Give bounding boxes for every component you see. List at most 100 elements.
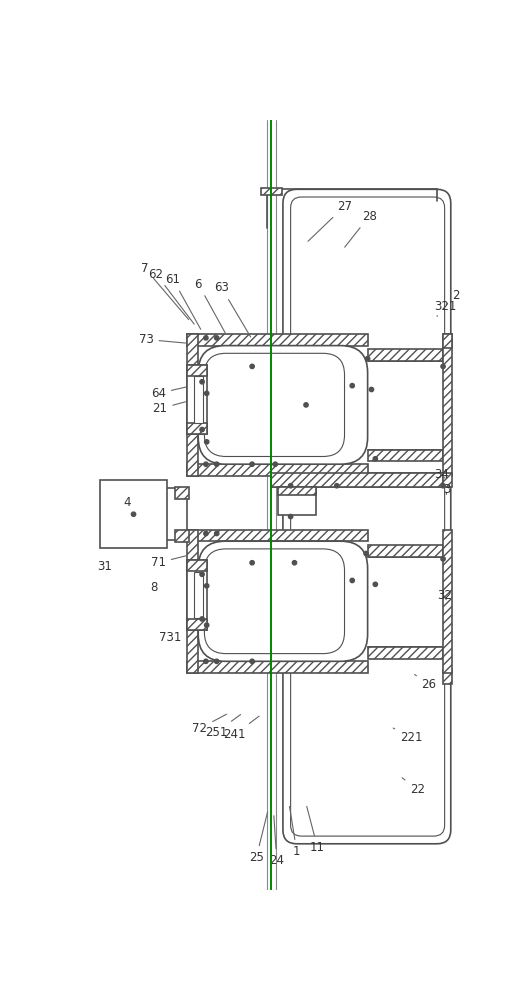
Circle shape (204, 462, 208, 466)
Bar (367, 647, 443, 659)
Bar (187, 334, 198, 476)
Circle shape (441, 364, 445, 369)
Circle shape (200, 427, 204, 432)
Circle shape (131, 512, 136, 516)
Bar (187, 619, 206, 630)
Circle shape (373, 457, 378, 461)
Text: 24: 24 (269, 816, 284, 867)
Bar (187, 365, 206, 376)
Circle shape (214, 659, 219, 663)
Text: 6: 6 (195, 278, 225, 333)
Bar (187, 661, 367, 673)
Circle shape (214, 462, 219, 466)
Circle shape (204, 391, 209, 396)
Text: 321: 321 (434, 300, 456, 316)
Circle shape (304, 403, 308, 407)
Text: 731: 731 (159, 629, 190, 644)
Circle shape (441, 557, 445, 561)
Text: 221: 221 (393, 728, 422, 744)
Bar (278, 487, 316, 515)
Bar (261, 188, 282, 195)
Bar (187, 365, 206, 434)
Bar (443, 334, 452, 476)
Bar (175, 487, 189, 499)
Bar (271, 473, 443, 487)
Text: 64: 64 (151, 386, 190, 400)
Circle shape (204, 531, 208, 536)
Text: 1: 1 (289, 807, 300, 858)
Circle shape (350, 383, 354, 388)
Text: 31: 31 (97, 560, 112, 573)
Text: 32: 32 (437, 589, 452, 602)
Bar (367, 349, 443, 361)
Text: 28: 28 (345, 210, 376, 247)
Circle shape (273, 462, 277, 466)
FancyBboxPatch shape (198, 346, 367, 464)
Circle shape (288, 484, 293, 488)
Text: 62: 62 (148, 267, 194, 324)
Circle shape (369, 387, 374, 392)
Text: 25: 25 (249, 812, 268, 864)
Bar (187, 423, 206, 434)
Circle shape (214, 336, 219, 340)
Bar (187, 530, 198, 673)
Circle shape (250, 462, 254, 466)
Text: 241: 241 (223, 716, 259, 741)
Bar (194, 376, 203, 423)
Text: 22: 22 (402, 778, 425, 796)
Circle shape (204, 659, 208, 663)
FancyBboxPatch shape (204, 549, 344, 654)
Circle shape (441, 484, 445, 488)
Text: 61: 61 (165, 273, 201, 329)
Bar (367, 450, 443, 461)
Circle shape (204, 623, 209, 627)
Text: 21: 21 (153, 402, 185, 415)
Text: 4: 4 (124, 496, 131, 509)
Text: 34: 34 (434, 468, 449, 481)
Text: 3: 3 (443, 483, 450, 496)
Text: 251: 251 (205, 715, 241, 739)
Bar (278, 487, 316, 495)
Text: 73: 73 (139, 333, 185, 346)
Circle shape (200, 572, 204, 576)
Circle shape (293, 561, 297, 565)
Circle shape (204, 336, 208, 340)
Circle shape (200, 617, 204, 621)
Bar (194, 572, 203, 618)
Circle shape (204, 440, 209, 444)
Bar (100, 480, 167, 548)
Text: 27: 27 (308, 200, 352, 241)
Bar (443, 473, 452, 487)
Text: 72: 72 (193, 714, 227, 735)
Circle shape (200, 380, 204, 384)
Text: 2: 2 (447, 289, 460, 304)
Bar (443, 530, 452, 673)
Bar (443, 670, 452, 684)
Circle shape (335, 484, 339, 488)
Text: 7: 7 (142, 262, 188, 320)
Text: 71: 71 (151, 556, 186, 569)
Bar (443, 334, 452, 348)
FancyBboxPatch shape (198, 541, 367, 661)
Circle shape (214, 531, 219, 536)
Bar (175, 530, 189, 542)
Text: 26: 26 (414, 674, 437, 691)
Circle shape (204, 584, 209, 588)
Bar (187, 560, 206, 571)
Circle shape (373, 582, 378, 586)
FancyBboxPatch shape (204, 353, 344, 456)
Circle shape (250, 659, 254, 663)
Circle shape (365, 357, 370, 361)
Text: 8: 8 (150, 581, 157, 594)
Circle shape (250, 364, 254, 369)
Circle shape (350, 578, 354, 583)
Bar (367, 545, 443, 557)
Bar (187, 530, 367, 541)
Bar (187, 560, 206, 630)
Bar (187, 464, 367, 476)
Text: 11: 11 (307, 806, 325, 854)
Bar (187, 334, 367, 346)
Text: 63: 63 (214, 281, 251, 337)
Circle shape (250, 561, 254, 565)
Circle shape (364, 551, 368, 556)
